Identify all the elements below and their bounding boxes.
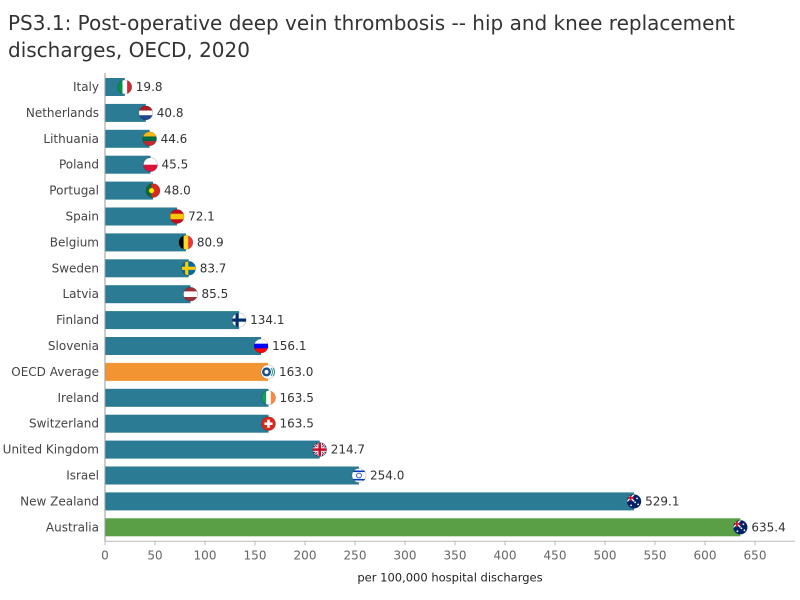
oecd-logo-icon <box>260 364 276 380</box>
ireland-flag-icon <box>261 390 276 406</box>
category-label: Australia <box>46 520 99 534</box>
united-kingdom-flag-icon <box>312 442 328 457</box>
bar[interactable] <box>105 466 359 485</box>
category-label: Latvia <box>62 287 99 301</box>
belgium-flag-icon <box>178 235 194 250</box>
data-label: 529.1 <box>645 494 679 508</box>
category-label: Poland <box>59 158 99 172</box>
bar[interactable] <box>105 285 191 304</box>
data-label: 85.5 <box>202 287 229 301</box>
chart-title: PS3.1: Post-operative deep vein thrombos… <box>8 11 735 62</box>
italy-flag-icon <box>117 79 133 95</box>
category-label: Netherlands <box>26 106 99 120</box>
bar[interactable] <box>105 414 269 433</box>
data-label: 19.8 <box>136 80 163 94</box>
category-label: Belgium <box>50 235 99 249</box>
bar[interactable] <box>105 259 189 278</box>
slovenia-flag-icon <box>253 338 269 354</box>
category-label: Lithuania <box>43 132 99 146</box>
x-tick-label: 250 <box>344 548 367 562</box>
category-label: OECD Average <box>11 365 99 379</box>
category-label: Finland <box>56 313 99 327</box>
category-label: Ireland <box>57 391 99 405</box>
x-tick-label: 500 <box>594 548 617 562</box>
bar[interactable] <box>105 129 150 148</box>
data-label: 44.6 <box>161 132 188 146</box>
x-tick-label: 400 <box>494 548 517 562</box>
data-label: 163.5 <box>280 417 314 431</box>
x-tick-label: 350 <box>444 548 467 562</box>
category-label: United Kingdom <box>3 443 99 457</box>
category-label: New Zealand <box>20 494 99 508</box>
bar[interactable] <box>105 155 151 174</box>
x-tick-label: 150 <box>244 548 267 562</box>
lithuania-flag-icon <box>142 131 157 147</box>
poland-flag-icon <box>143 157 158 172</box>
data-label: 134.1 <box>250 313 284 327</box>
category-label: Israel <box>66 469 99 483</box>
x-tick-label: 300 <box>394 548 417 562</box>
data-label: 163.5 <box>280 391 314 405</box>
x-tick-label: 650 <box>744 548 767 562</box>
data-label: 72.1 <box>188 210 215 224</box>
x-tick-label: 600 <box>694 548 717 562</box>
bar[interactable] <box>105 388 269 407</box>
data-label: 254.0 <box>370 469 404 483</box>
x-tick-label: 100 <box>194 548 217 562</box>
data-label: 635.4 <box>751 520 785 534</box>
data-label: 40.8 <box>157 106 184 120</box>
data-label: 156.1 <box>272 339 306 353</box>
switzerland-flag-icon <box>261 416 276 432</box>
category-label: Spain <box>65 210 99 224</box>
portugal-flag-icon <box>145 183 161 198</box>
data-label: 80.9 <box>197 235 224 249</box>
finland-flag-icon <box>231 312 247 328</box>
new-zealand-flag-icon <box>626 494 642 509</box>
bar[interactable] <box>105 362 268 381</box>
bar[interactable] <box>105 103 146 122</box>
australia-flag-icon <box>733 519 748 535</box>
data-label: 48.0 <box>164 184 191 198</box>
data-label: 163.0 <box>279 365 313 379</box>
sweden-flag-icon <box>181 260 196 276</box>
x-tick-label: 0 <box>101 548 109 562</box>
bar[interactable] <box>105 233 186 252</box>
bar[interactable] <box>105 440 320 459</box>
category-label: Sweden <box>52 261 99 275</box>
category-label: Portugal <box>49 184 99 198</box>
x-tick-label: 450 <box>544 548 567 562</box>
bar[interactable] <box>105 181 153 200</box>
x-tick-label: 200 <box>294 548 317 562</box>
latvia-flag-icon <box>183 286 198 302</box>
data-label: 83.7 <box>200 261 227 275</box>
bar[interactable] <box>105 518 741 537</box>
x-tick-label: 50 <box>147 548 162 562</box>
data-label: 45.5 <box>162 158 189 172</box>
israel-flag-icon <box>351 468 367 483</box>
category-label: Italy <box>73 80 99 94</box>
bar[interactable] <box>105 492 635 511</box>
bar[interactable] <box>105 311 240 330</box>
spain-flag-icon <box>169 209 185 224</box>
netherlands-flag-icon <box>138 105 154 121</box>
x-tick-label: 550 <box>644 548 667 562</box>
category-label: Slovenia <box>48 339 99 353</box>
x-axis-title: per 100,000 hospital discharges <box>357 570 542 584</box>
category-label: Switzerland <box>29 417 99 431</box>
bar[interactable] <box>105 337 262 355</box>
data-label: 214.7 <box>331 443 365 457</box>
bar[interactable] <box>105 207 178 226</box>
